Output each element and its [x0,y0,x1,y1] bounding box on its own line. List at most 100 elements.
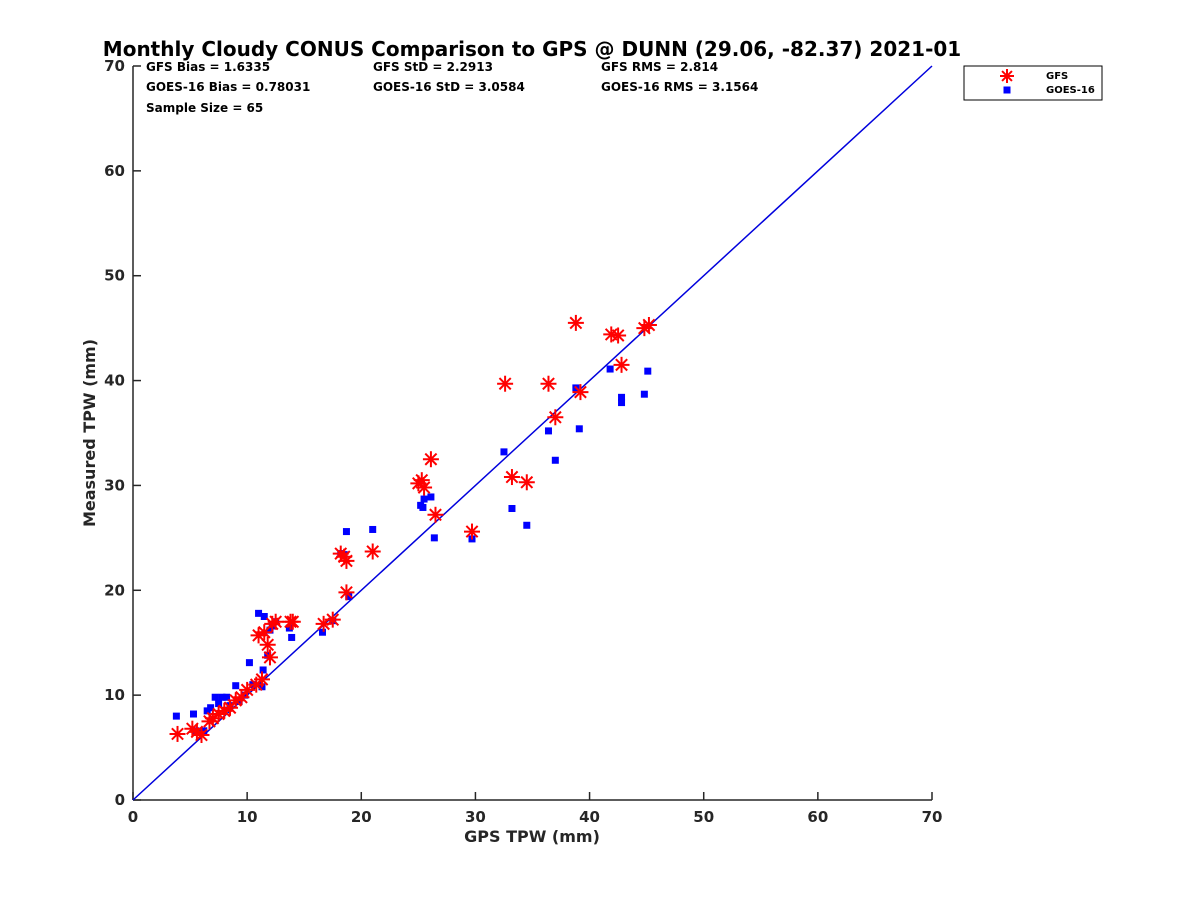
gfs-std-text: GFS StD = 2.2913 [373,60,493,74]
gfs-point [364,543,381,560]
x-axis-label: GPS TPW (mm) [464,827,600,846]
gfs-point [422,451,439,468]
gfs-point [540,375,557,392]
goes16-point [218,693,226,701]
one-to-one-line [132,65,933,801]
goes16-point [420,495,428,503]
x-tick-label: 60 [807,808,828,826]
gfs-point [518,474,535,491]
gfs-point [169,725,186,742]
x-tick-label: 10 [237,808,258,826]
y-tick-label: 70 [104,57,125,75]
goes-std-text: GOES-16 StD = 3.0584 [373,80,525,94]
goes16-point [288,633,296,641]
goes16-point [508,504,516,512]
gfs-point [227,692,244,709]
x-tick-label: 40 [579,808,600,826]
legend-goes16-square [1003,86,1011,94]
gfs-point [416,479,433,496]
goes16-point [266,626,274,634]
legend-gfs-asterisk [1000,69,1014,83]
gfs-point [324,611,341,628]
goes16-point [618,393,626,401]
legend-gfs-marker [1000,69,1014,83]
y-tick-label: 30 [104,476,125,494]
legend-goes16-marker [1003,86,1011,94]
goes16-point [523,521,531,529]
y-tick-label: 60 [104,162,125,180]
gfs-point [253,671,270,688]
x-tick-label: 30 [465,808,486,826]
goes16-point [544,427,552,435]
y-tick-label: 10 [104,686,125,704]
goes16-point [575,425,583,433]
x-tick-label: 0 [128,808,138,826]
gfs-point [503,469,520,486]
goes16-point [318,628,326,636]
goes16-point [369,525,377,533]
goes16-point [427,493,435,501]
goes-rms-text: GOES-16 RMS = 3.1564 [601,80,758,94]
gfs-point [427,506,444,523]
legend-box [963,65,1103,101]
gfs-point [261,649,278,666]
goes16-point [551,456,559,464]
gfs-point [636,320,653,337]
plot-area: 0 10 20 30 40 50 60 70 0 10 20 30 40 50 60 70 [104,57,942,826]
goes16-point [172,712,180,720]
goes16-point [345,593,353,601]
goes-bias-text: GOES-16 Bias = 0.78031 [146,80,310,94]
goes16-point [232,682,240,690]
gfs-point [267,613,284,630]
goes16-point [618,399,626,407]
goes16-point [430,534,438,542]
goes16-point [260,613,268,620]
goes16-point [419,503,427,511]
goes16-point [235,697,243,705]
gfs-point [497,375,514,392]
goes16-point [211,693,219,701]
goes16-point [200,727,208,735]
goes16-point [285,624,293,632]
goes16-point [207,704,215,712]
y-tick-label: 50 [104,267,125,285]
reference-line-group [132,65,933,801]
goes16-point [644,367,652,375]
gfs-point [284,613,301,630]
gfs-point [547,409,564,426]
gfs-point [640,316,657,333]
goes16-point [342,528,350,536]
gfs-point [188,723,205,740]
gfs-point [239,681,256,698]
goes16-point [606,365,614,373]
gfs-point [338,552,355,569]
legend: GFS GOES-16 [963,65,1103,101]
gfs-point [259,636,276,653]
stats-block: GFS Bias = 1.6335 GFS StD = 2.2913 GFS R… [146,60,758,115]
gfs-point [572,384,589,401]
goes16-point [640,390,648,398]
gfs-point [613,356,630,373]
x-tick-label: 50 [693,808,714,826]
data-points [169,314,657,743]
gfs-point [464,523,481,540]
y-axis-label: Measured TPW (mm) [80,339,99,527]
y-tick-label: 0 [115,791,125,809]
gfs-bias-text: GFS Bias = 1.6335 [146,60,270,74]
goes16-point [245,659,253,667]
goes16-point [500,448,508,456]
gfs-rms-text: GFS RMS = 2.814 [601,60,718,74]
y-tick-label: 20 [104,581,125,599]
legend-gfs-label: GFS [1046,71,1068,82]
axis-ticks: 0 10 20 30 40 50 60 70 0 10 20 30 40 50 60 70 [104,57,942,826]
x-tick-label: 20 [351,808,372,826]
chart-title: Monthly Cloudy CONUS Comparison to GPS @… [103,37,961,61]
goes16-point [259,666,267,674]
gfs-point [193,726,210,743]
sample-size-text: Sample Size = 65 [146,101,263,115]
legend-goes16-label: GOES-16 [1046,85,1095,96]
gfs-point [567,314,584,331]
x-tick-label: 70 [922,808,943,826]
gfs-point [610,327,627,344]
